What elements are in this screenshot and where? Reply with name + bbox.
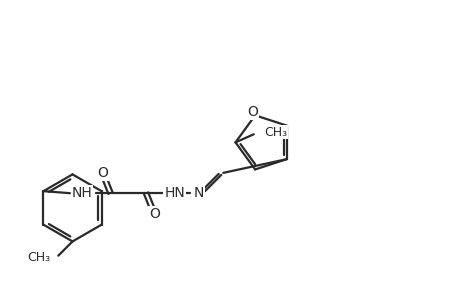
Text: CH₃: CH₃: [27, 251, 50, 264]
Text: CH₃: CH₃: [263, 126, 286, 139]
Text: N: N: [193, 186, 204, 200]
Text: O: O: [148, 206, 159, 220]
Text: O: O: [97, 166, 107, 180]
Text: NH: NH: [72, 186, 92, 200]
Text: O: O: [247, 105, 258, 119]
Text: HN: HN: [164, 186, 185, 200]
